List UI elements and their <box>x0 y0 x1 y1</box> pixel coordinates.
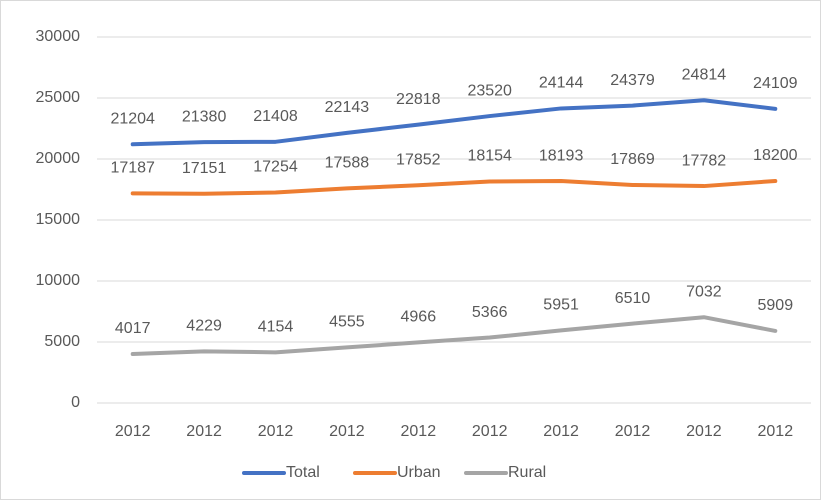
y-tick-label: 20000 <box>36 150 81 167</box>
data-label: 23520 <box>467 82 512 99</box>
series-line <box>130 98 778 147</box>
data-label: 7032 <box>686 283 722 300</box>
data-label: 24814 <box>682 66 727 83</box>
x-tick-label: 2012 <box>186 423 222 440</box>
data-label: 18154 <box>467 148 512 165</box>
y-tick-label: 30000 <box>36 28 81 45</box>
data-label: 17782 <box>682 152 727 169</box>
data-label: 4017 <box>115 320 151 337</box>
x-tick-label: 2012 <box>472 423 508 440</box>
data-label: 17151 <box>182 160 227 177</box>
legend-label: Total <box>286 464 320 481</box>
x-tick-label: 2012 <box>329 423 365 440</box>
x-tick-label: 2012 <box>543 423 579 440</box>
data-label: 17588 <box>325 155 370 172</box>
series-line <box>130 315 778 356</box>
x-tick-label: 2012 <box>115 423 151 440</box>
y-tick-label: 10000 <box>36 272 81 289</box>
data-label: 17869 <box>610 151 655 168</box>
data-label: 24109 <box>753 75 798 92</box>
y-tick-label: 25000 <box>36 89 81 106</box>
data-label: 21408 <box>253 108 298 125</box>
y-tick-label: 15000 <box>36 211 81 228</box>
data-label: 21204 <box>110 111 155 128</box>
data-label: 5366 <box>472 304 508 321</box>
series-line <box>130 178 778 196</box>
x-tick-label: 2012 <box>686 423 722 440</box>
data-label: 5951 <box>543 297 579 314</box>
data-label: 4555 <box>329 314 365 331</box>
data-label: 17254 <box>253 159 298 176</box>
data-label: 5909 <box>758 297 794 314</box>
data-label: 24144 <box>539 75 584 92</box>
legend-label: Urban <box>397 464 441 481</box>
data-label: 18193 <box>539 147 584 164</box>
x-tick-label: 2012 <box>758 423 794 440</box>
data-label: 6510 <box>615 290 651 307</box>
x-tick-label: 2012 <box>615 423 651 440</box>
data-label: 4229 <box>186 318 222 335</box>
data-label: 24379 <box>610 72 655 89</box>
data-label: 21380 <box>182 108 227 125</box>
legend-label: Rural <box>508 464 546 481</box>
data-label: 18200 <box>753 147 798 164</box>
data-label: 22818 <box>396 91 441 108</box>
y-tick-label: 5000 <box>44 333 80 350</box>
data-label: 17187 <box>110 160 155 177</box>
data-label: 17852 <box>396 151 441 168</box>
data-label: 4154 <box>258 319 294 336</box>
x-tick-label: 2012 <box>401 423 437 440</box>
data-label: 4966 <box>401 309 437 326</box>
data-label: 22143 <box>325 99 370 116</box>
y-tick-label: 0 <box>71 394 80 411</box>
x-tick-label: 2012 <box>258 423 294 440</box>
